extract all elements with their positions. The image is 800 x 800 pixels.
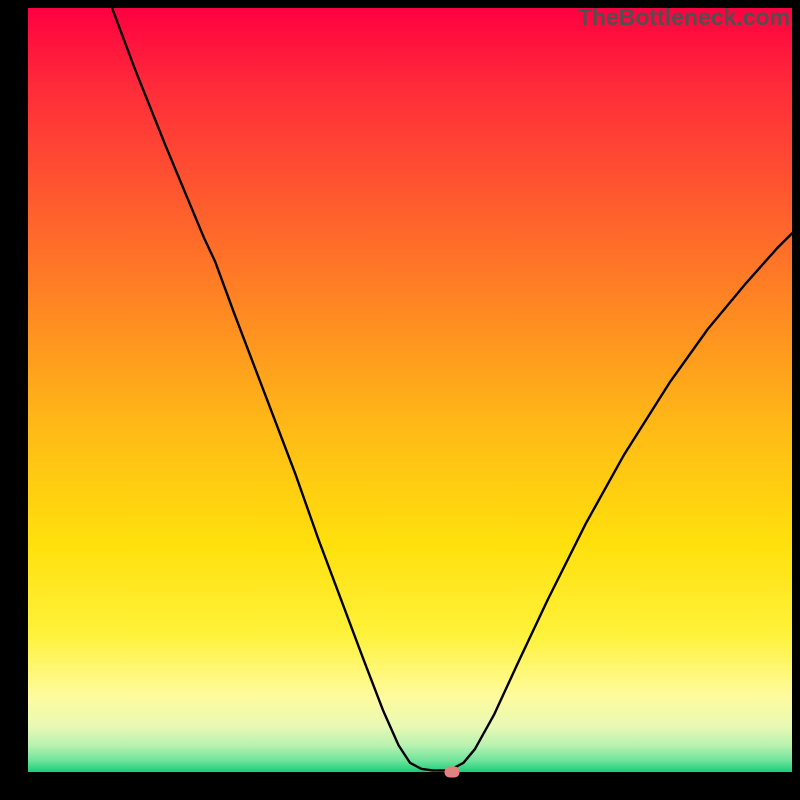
chart-frame: TheBottleneck.com <box>0 0 800 800</box>
watermark-text: TheBottleneck.com <box>578 4 790 31</box>
plot-area <box>28 8 792 772</box>
optimal-point-marker <box>445 767 460 778</box>
bottleneck-curve <box>28 8 792 772</box>
